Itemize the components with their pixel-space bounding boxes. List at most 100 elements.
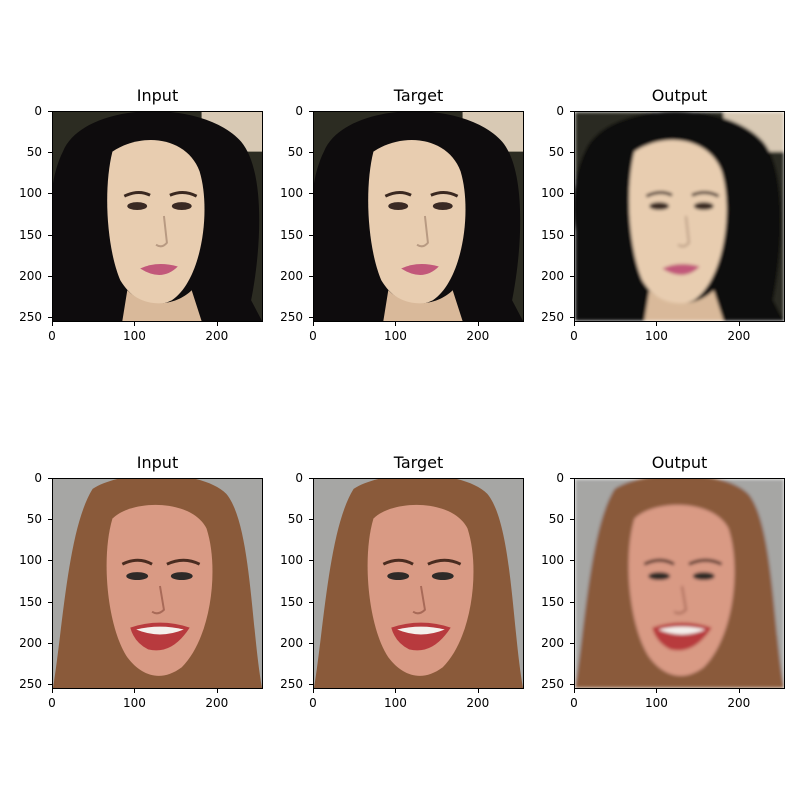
y-tick-mark <box>309 519 313 521</box>
x-tick-label: 0 <box>309 696 317 710</box>
x-tick-mark <box>134 322 136 326</box>
y-tick-label: 50 <box>548 512 564 527</box>
y-tick-mark <box>309 478 313 479</box>
x-tick-label: 200 <box>727 696 751 710</box>
y-tick-mark <box>309 317 313 319</box>
x-tick-mark <box>656 689 658 693</box>
y-tick-mark <box>309 560 313 562</box>
panel-title: Input <box>136 453 179 472</box>
face-image <box>313 478 524 689</box>
x-tick-label: 200 <box>727 329 751 343</box>
y-tick-mark <box>570 684 574 686</box>
x-tick-label: 100 <box>122 696 146 710</box>
y-tick-label: 150 <box>280 227 303 242</box>
y-tick-mark <box>570 519 574 521</box>
y-tick-label: 250 <box>541 677 564 692</box>
y-tick-mark <box>48 601 52 603</box>
face-image <box>313 111 524 322</box>
x-tick-label: 200 <box>205 696 229 710</box>
x-tick-mark <box>52 689 53 693</box>
x-tick-mark <box>134 689 136 693</box>
y-tick-label: 250 <box>19 310 42 325</box>
y-tick-mark <box>309 193 313 195</box>
y-tick-mark <box>570 111 574 112</box>
y-tick-label: 250 <box>280 677 303 692</box>
x-tick-mark <box>574 689 575 693</box>
y-tick-label: 150 <box>19 594 42 609</box>
x-tick-mark <box>216 689 218 693</box>
y-tick-mark <box>309 684 313 686</box>
y-tick-label: 150 <box>541 594 564 609</box>
y-tick-label: 100 <box>19 553 42 568</box>
y-tick-label: 50 <box>26 512 42 527</box>
x-tick-mark <box>395 689 397 693</box>
y-tick-label: 0 <box>295 471 303 485</box>
y-tick-label: 250 <box>280 310 303 325</box>
face-image <box>52 111 263 322</box>
y-tick-label: 100 <box>19 186 42 201</box>
y-tick-label: 0 <box>34 471 42 485</box>
y-tick-mark <box>48 234 52 236</box>
y-tick-label: 150 <box>19 227 42 242</box>
y-tick-mark <box>570 478 574 479</box>
x-tick-label: 200 <box>205 329 229 343</box>
y-tick-label: 200 <box>280 268 303 283</box>
y-tick-mark <box>309 111 313 112</box>
x-tick-label: 200 <box>466 696 490 710</box>
y-tick-mark <box>570 560 574 562</box>
y-tick-mark <box>48 275 52 277</box>
y-tick-mark <box>309 234 313 236</box>
y-tick-label: 150 <box>541 227 564 242</box>
face-image <box>574 478 785 689</box>
y-tick-label: 50 <box>548 145 564 160</box>
x-tick-label: 0 <box>48 329 56 343</box>
y-tick-label: 0 <box>556 471 564 485</box>
x-tick-label: 100 <box>122 329 146 343</box>
x-tick-label: 0 <box>570 329 578 343</box>
y-tick-mark <box>309 152 313 154</box>
y-tick-label: 200 <box>19 268 42 283</box>
x-tick-label: 0 <box>309 329 317 343</box>
y-tick-mark <box>570 275 574 277</box>
y-tick-mark <box>570 601 574 603</box>
y-tick-mark <box>570 317 574 319</box>
panel-title: Output <box>651 453 708 472</box>
y-tick-label: 200 <box>19 635 42 650</box>
y-tick-mark <box>48 111 52 112</box>
panel-title: Target <box>393 453 444 472</box>
x-tick-label: 0 <box>570 696 578 710</box>
x-tick-label: 100 <box>644 696 668 710</box>
x-tick-mark <box>738 322 740 326</box>
y-tick-label: 100 <box>280 186 303 201</box>
face-image <box>574 111 785 322</box>
x-tick-mark <box>477 322 479 326</box>
y-tick-mark <box>48 152 52 154</box>
y-tick-label: 50 <box>287 145 303 160</box>
y-tick-mark <box>570 234 574 236</box>
y-tick-label: 200 <box>541 268 564 283</box>
y-tick-mark <box>570 642 574 644</box>
image-panel-input: Input 0 50 100 150 200 250 0 100 200 <box>19 454 263 709</box>
y-tick-mark <box>48 193 52 195</box>
image-panel-output: Output 0 50 100 150 200 250 0 100 200 <box>541 454 785 709</box>
y-tick-mark <box>48 317 52 319</box>
x-tick-mark <box>395 322 397 326</box>
x-tick-mark <box>477 689 479 693</box>
y-tick-label: 250 <box>19 677 42 692</box>
x-tick-mark <box>656 322 658 326</box>
y-tick-label: 0 <box>295 104 303 118</box>
panel-title: Input <box>136 86 179 105</box>
y-tick-label: 150 <box>280 594 303 609</box>
x-tick-label: 0 <box>48 696 56 710</box>
y-tick-mark <box>570 193 574 195</box>
x-tick-mark <box>216 322 218 326</box>
y-tick-label: 0 <box>556 104 564 118</box>
y-tick-label: 50 <box>287 512 303 527</box>
y-tick-mark <box>309 601 313 603</box>
y-tick-mark <box>48 684 52 686</box>
y-tick-label: 100 <box>541 553 564 568</box>
y-tick-label: 200 <box>541 635 564 650</box>
panel-title: Target <box>393 86 444 105</box>
y-tick-label: 0 <box>34 104 42 118</box>
x-tick-mark <box>313 322 314 326</box>
